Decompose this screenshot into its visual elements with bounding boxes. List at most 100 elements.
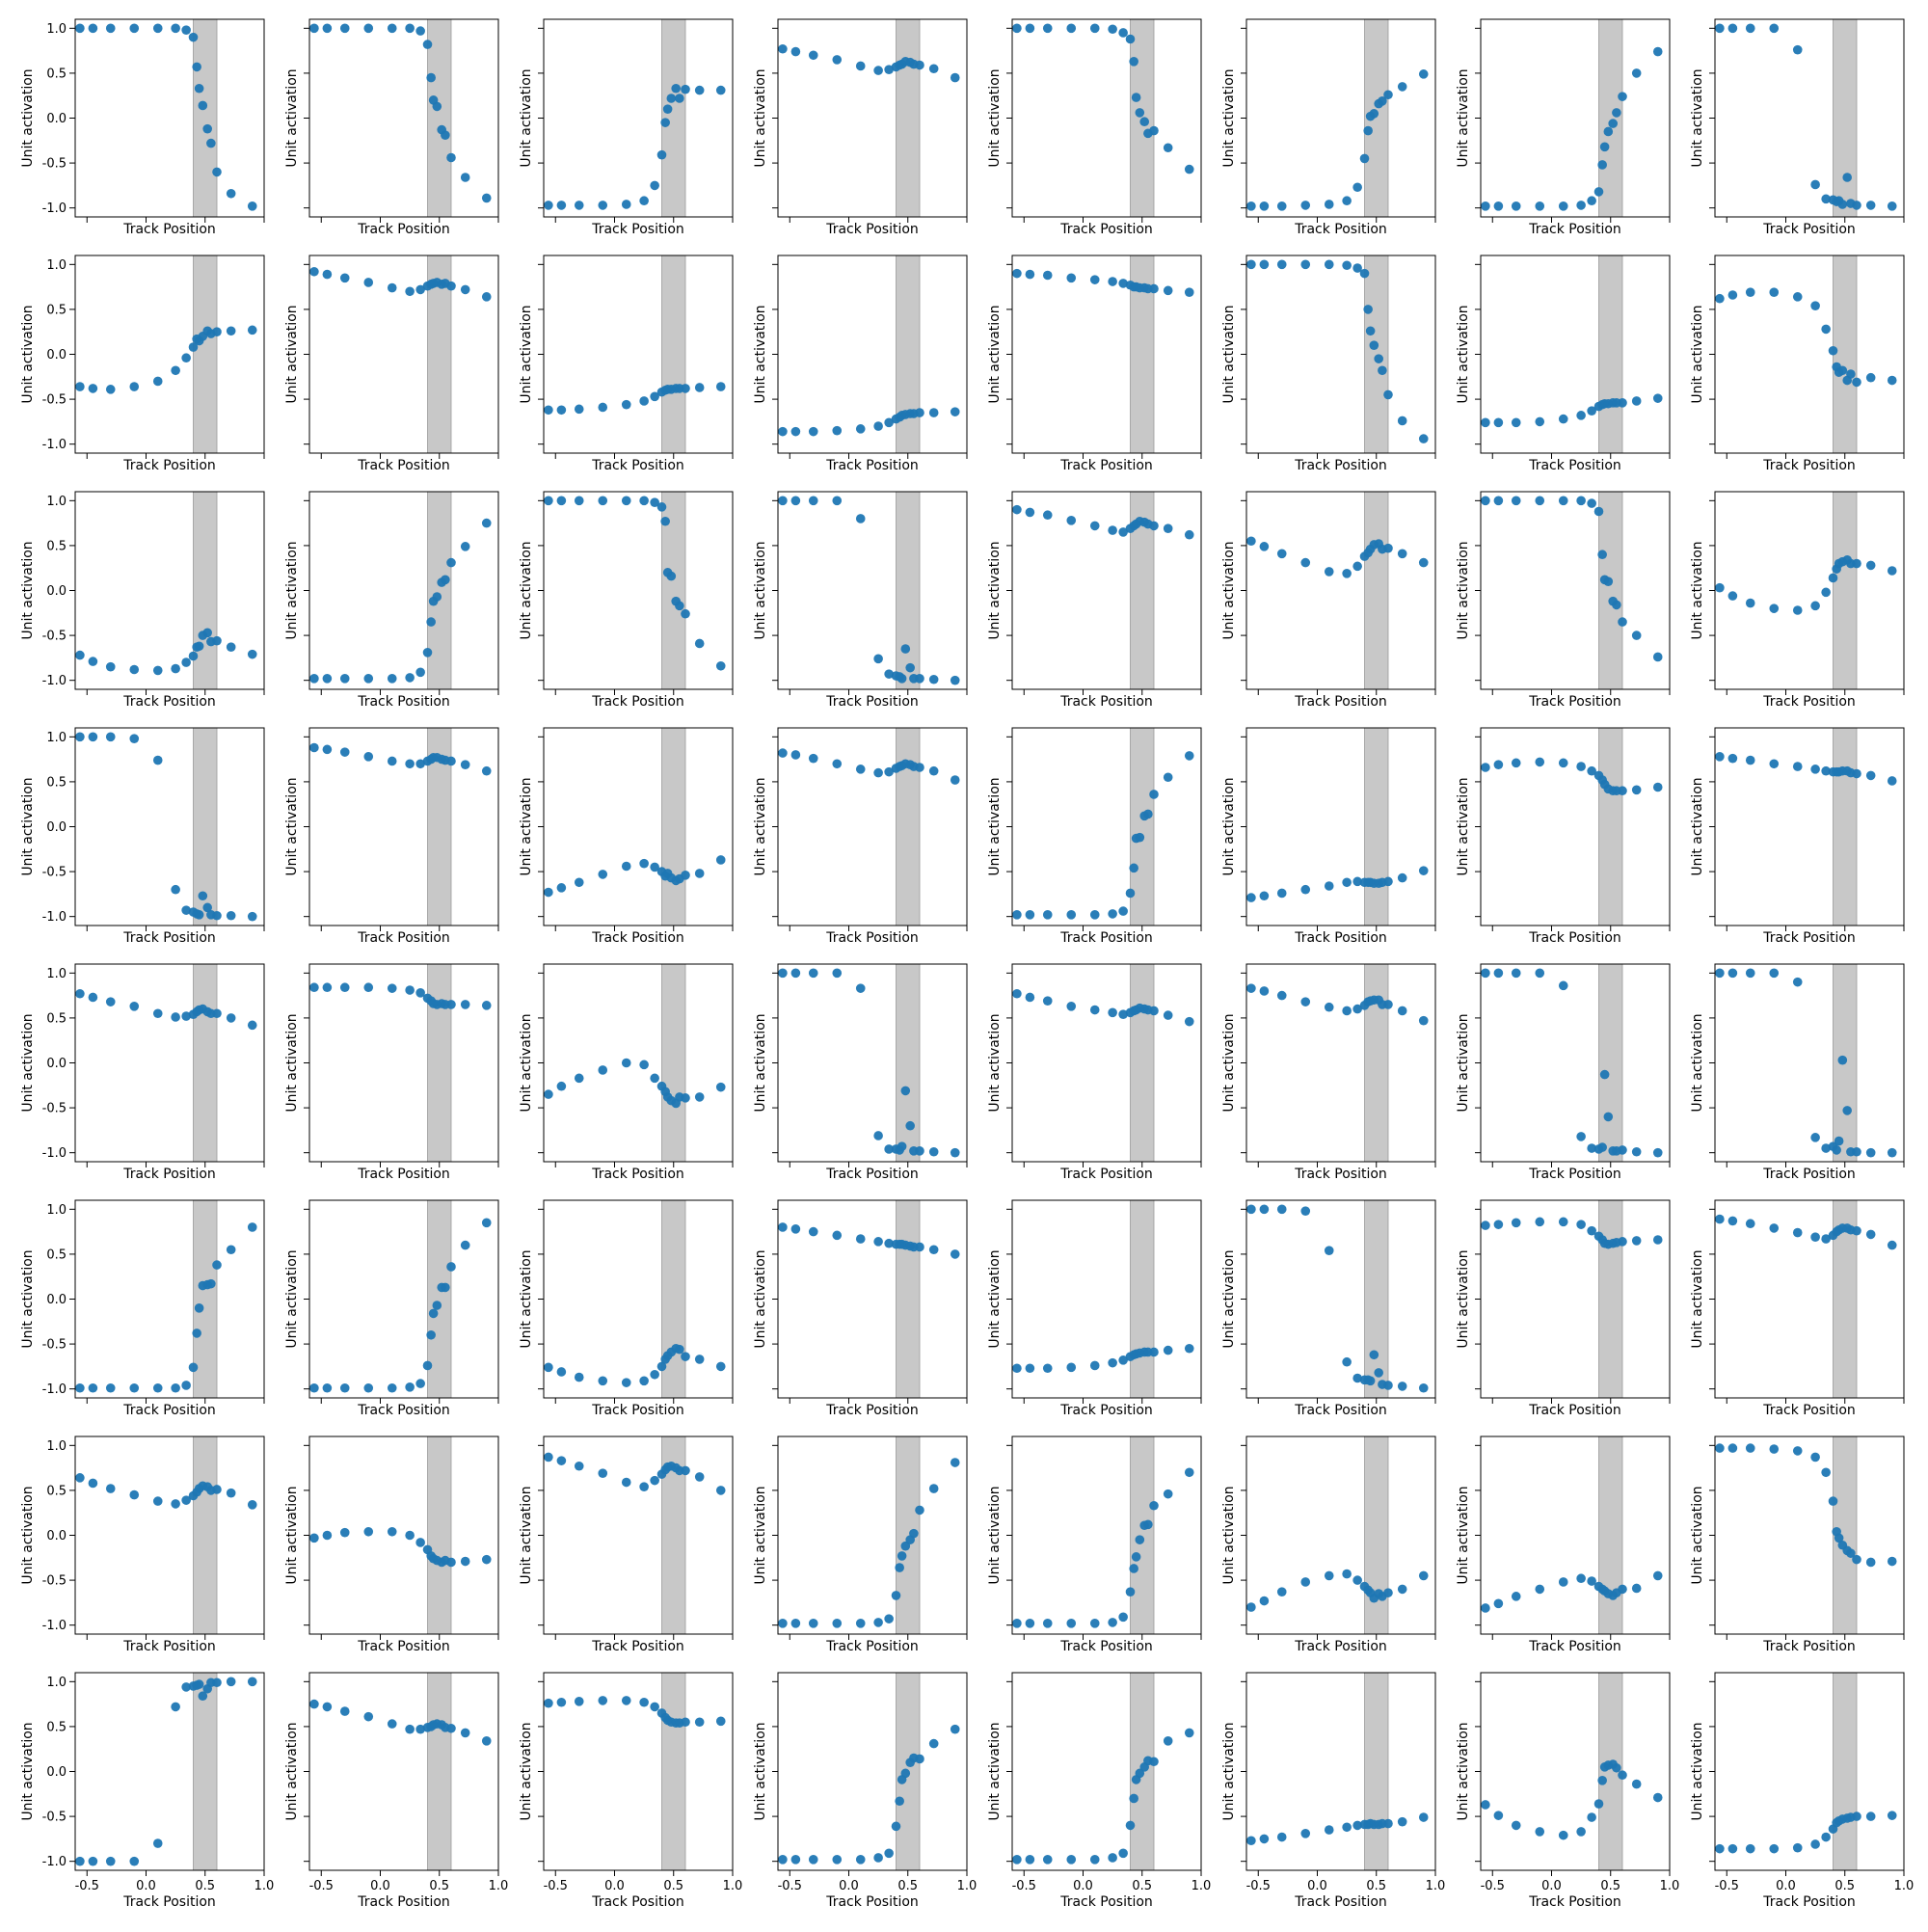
data-point [1125, 1587, 1136, 1597]
subplot-37: Track Position Unit activation [987, 963, 1202, 1182]
data-point [1342, 1569, 1352, 1579]
data-point [1576, 411, 1586, 420]
data-point [1715, 968, 1725, 979]
data-point [1587, 406, 1596, 416]
data-point [1131, 1552, 1141, 1562]
data-point [681, 608, 690, 619]
data-point [481, 193, 492, 203]
subplot-18: Track Position Unit activation [284, 491, 499, 710]
data-point [129, 1856, 140, 1866]
data-point [1149, 1500, 1159, 1511]
data-point [1576, 1132, 1586, 1141]
data-point [309, 266, 319, 277]
data-point [950, 1249, 960, 1259]
x-axis-label: Track Position [1528, 694, 1621, 710]
data-point [1246, 259, 1256, 270]
data-point [1631, 68, 1642, 78]
data-point [666, 571, 677, 581]
data-point [1715, 293, 1725, 304]
data-point [1066, 1855, 1077, 1865]
data-point [1511, 1820, 1521, 1831]
data-point [1727, 591, 1738, 601]
data-point [105, 1382, 116, 1393]
subplot-48: Track Position Unit activation [1690, 1199, 1905, 1418]
data-point [1383, 90, 1393, 100]
y-axis-label: Unit activation [753, 1722, 768, 1820]
data-point [1163, 1736, 1173, 1746]
data-point [1535, 201, 1545, 211]
data-point [405, 759, 415, 769]
data-point [194, 641, 204, 652]
data-point [88, 23, 98, 34]
y-tick-label: 1.0 [46, 731, 67, 745]
data-point [950, 1458, 960, 1467]
y-tick-label: -0.5 [42, 630, 67, 644]
data-point [460, 1556, 470, 1567]
axes-frame [1714, 1436, 1905, 1635]
data-point [891, 1821, 901, 1832]
data-point [694, 1092, 705, 1102]
axes-frame [1245, 491, 1436, 690]
data-point [426, 72, 436, 83]
data-point [1558, 758, 1568, 768]
data-point [694, 638, 705, 649]
data-point [1865, 1557, 1876, 1568]
data-point [1300, 1206, 1311, 1216]
data-point [181, 657, 191, 667]
subplot-29: Track Position Unit activation [987, 727, 1202, 946]
data-point [1535, 1584, 1545, 1595]
data-point [671, 83, 681, 94]
y-tick-label: 0.0 [46, 1765, 67, 1780]
data-point [1397, 549, 1407, 559]
y-tick-label: -1.0 [42, 1855, 67, 1869]
data-point [1828, 345, 1838, 356]
x-axis-label: Track Position [122, 222, 216, 237]
data-point [891, 1591, 901, 1600]
data-point [1631, 1146, 1642, 1157]
data-point [1012, 23, 1022, 34]
y-axis-label: Unit activation [1221, 1486, 1237, 1584]
data-point [309, 982, 319, 993]
data-point [1745, 968, 1755, 979]
data-point [152, 1008, 163, 1019]
subplot-55: Track Position Unit activation [1456, 1436, 1671, 1654]
x-tick-label: 0.0 [604, 1879, 625, 1893]
data-point [1397, 82, 1407, 92]
data-point [212, 1677, 222, 1688]
data-point [75, 988, 85, 999]
data-point [105, 661, 116, 672]
x-tick-label: 1.0 [1426, 1879, 1446, 1893]
data-point [1089, 23, 1100, 34]
subplot-24: Track Position Unit activation [1690, 491, 1905, 710]
data-point [481, 1554, 492, 1565]
data-point [1792, 977, 1803, 987]
y-axis-label: Unit activation [753, 68, 768, 167]
data-point [226, 1488, 236, 1498]
data-point [884, 1238, 894, 1248]
shaded-region [1833, 255, 1858, 454]
data-point [152, 665, 163, 676]
data-point [129, 664, 140, 675]
data-point [1652, 782, 1663, 792]
data-point [1511, 758, 1521, 768]
data-point [639, 1697, 649, 1707]
data-point [1493, 1598, 1504, 1609]
subplot-26: Track Position Unit activation [284, 727, 499, 946]
data-point [544, 1452, 553, 1462]
data-point [212, 167, 222, 177]
subplot-3: Track Position Unit activation [519, 18, 734, 237]
data-point [206, 1278, 216, 1289]
subplot-57: -0.5 0.0 0.5 1.0 -1.0 -0.5 0.0 0.5 1.0 Track Posi… [20, 1672, 274, 1910]
axes-frame [777, 1672, 968, 1871]
data-point [339, 23, 350, 34]
axes-frame [1480, 18, 1671, 218]
y-tick-label: 0.5 [46, 303, 67, 317]
shaded-region [427, 491, 452, 690]
data-point [363, 1711, 374, 1722]
data-point [1276, 1204, 1287, 1215]
y-tick-label: 0.0 [46, 1057, 67, 1071]
data-point [415, 284, 425, 295]
data-point [790, 750, 801, 760]
data-point [1066, 1619, 1077, 1628]
data-point [1383, 1588, 1393, 1597]
